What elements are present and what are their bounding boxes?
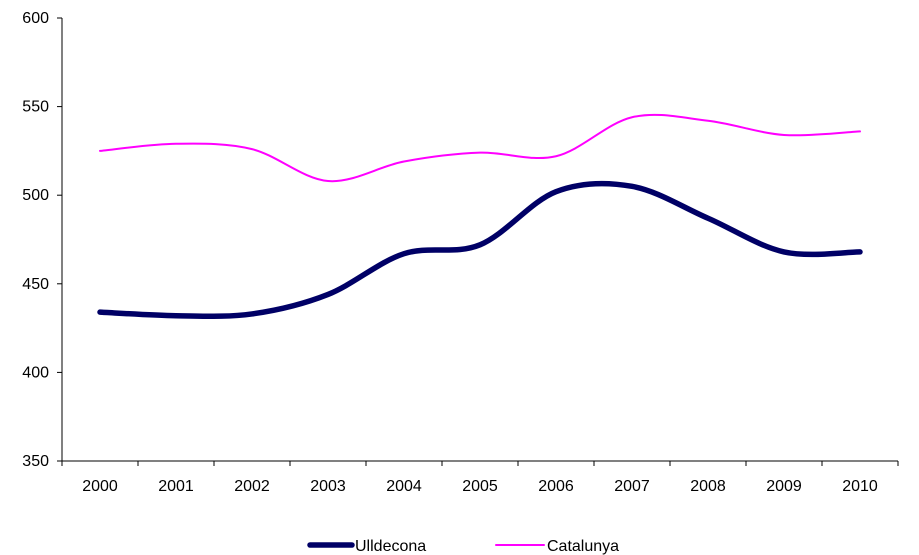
series-line-catalunya <box>99 113 861 183</box>
series-layer <box>97 113 863 319</box>
x-tick-labels: 2000 2001 2002 2003 2004 2005 2006 2007 2008 2009… <box>82 478 878 495</box>
x-tick-label: 2005 <box>462 478 498 495</box>
x-tick-label: 2002 <box>234 478 270 495</box>
x-tick-label: 2007 <box>614 478 650 495</box>
x-tick-label: 2000 <box>82 478 118 495</box>
y-tick-label: 350 <box>22 453 49 470</box>
series-line-ulldecona <box>97 180 863 319</box>
x-tick-label: 2003 <box>310 478 346 495</box>
y-tick-label: 400 <box>22 364 49 381</box>
legend-label-catalunya: Catalunya <box>547 538 619 555</box>
x-tick-label: 2001 <box>158 478 194 495</box>
x-tick-label: 2004 <box>386 478 422 495</box>
y-tick-label: 550 <box>22 99 49 116</box>
legend-label-ulldecona: Ulldecona <box>355 538 426 555</box>
y-tick-label: 600 <box>22 10 49 27</box>
y-tick-labels: 350 400 450 500 550 600 <box>22 10 49 470</box>
y-tick-label: 450 <box>22 276 49 293</box>
x-tick-label: 2008 <box>690 478 726 495</box>
x-tick-label: 2006 <box>538 478 574 495</box>
chart-axes <box>57 17 899 466</box>
y-tick-label: 500 <box>22 187 49 204</box>
legend: Ulldecona Catalunya <box>307 538 619 555</box>
x-tick-label: 2010 <box>842 478 878 495</box>
x-tick-label: 2009 <box>766 478 802 495</box>
